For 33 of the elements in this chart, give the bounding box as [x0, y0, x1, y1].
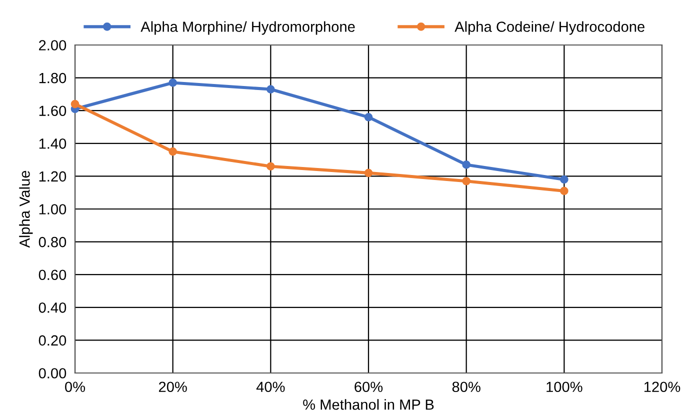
x-axis-title: % Methanol in MP B	[303, 399, 434, 410]
x-tick-label: 100%	[546, 382, 582, 392]
y-tick-label: 0.40	[38, 302, 66, 313]
point	[168, 78, 177, 87]
x-tick-label: 80%	[452, 382, 480, 392]
point	[560, 186, 568, 196]
point	[560, 175, 568, 184]
y-tick-label: 2.00	[39, 40, 66, 50]
y-tick-label: 0.80	[38, 236, 66, 248]
point	[462, 176, 470, 186]
y-tick-label: 0.00	[38, 368, 66, 378]
x-tick-label: 120%	[644, 382, 680, 392]
y-tick-label: 0.20	[38, 335, 66, 346]
y-tick-label: 1.00	[39, 204, 66, 214]
x-tick-label: 0%	[65, 382, 86, 392]
legend-label: Alpha Morphine/ Hydromorphone	[140, 21, 355, 35]
y-tick-label: 0.60	[38, 270, 66, 280]
point	[266, 85, 275, 94]
point	[266, 162, 275, 171]
x-tick-label: 60%	[354, 382, 383, 392]
point	[70, 100, 80, 108]
legend-label: Alpha Codeine/ Hydrocodone	[454, 21, 644, 35]
y-tick-label: 1.60	[39, 106, 66, 116]
point	[364, 168, 373, 178]
x-tick-label: 20%	[158, 382, 187, 392]
y-tick-label: 1.80	[39, 72, 66, 84]
point	[168, 147, 177, 156]
point	[364, 112, 373, 122]
y-tick-label: 1.40	[39, 138, 66, 149]
y-axis-title: Alpha Value	[19, 170, 33, 248]
point	[462, 160, 470, 169]
y-tick-label: 1.20	[39, 171, 66, 182]
x-tick-label: 40%	[256, 382, 285, 392]
